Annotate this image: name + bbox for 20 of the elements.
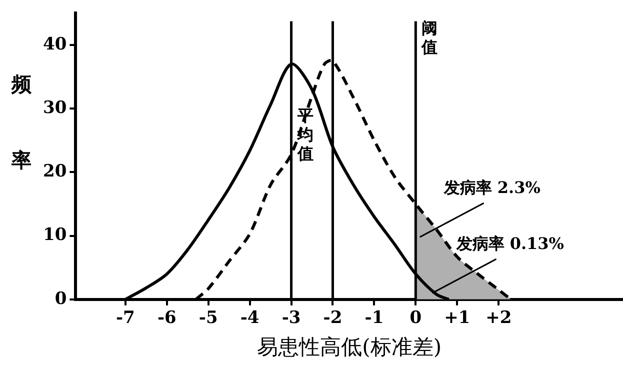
- x-tick-label: -2: [323, 308, 342, 328]
- x-tick-label: -4: [240, 308, 260, 328]
- x-tick-label: 0: [410, 308, 422, 328]
- y-tick-label: 30: [42, 98, 67, 118]
- annotation: 发病率 2.3%: [442, 178, 540, 198]
- y-axis-title: 频率: [10, 58, 34, 206]
- x-tick-label: -1: [364, 308, 384, 328]
- x-tick-label: +2: [486, 308, 512, 328]
- y-tick-label: 0: [54, 288, 67, 309]
- x-tick-label: -3: [282, 308, 301, 328]
- x-tick-label: +1: [444, 308, 470, 328]
- y-tick-label: 10: [42, 225, 67, 246]
- x-tick-label: -5: [198, 308, 218, 328]
- x-axis-title: 易患性高低(标准差): [257, 334, 442, 359]
- ref-line-label: 阈值: [420, 18, 438, 56]
- x-tick-label: -6: [157, 308, 176, 328]
- y-tick-label: 20: [42, 162, 67, 182]
- y-tick-label: 40: [42, 34, 67, 54]
- annotation: 发病率 0.13%: [455, 234, 564, 254]
- x-tick-label: -7: [116, 308, 135, 328]
